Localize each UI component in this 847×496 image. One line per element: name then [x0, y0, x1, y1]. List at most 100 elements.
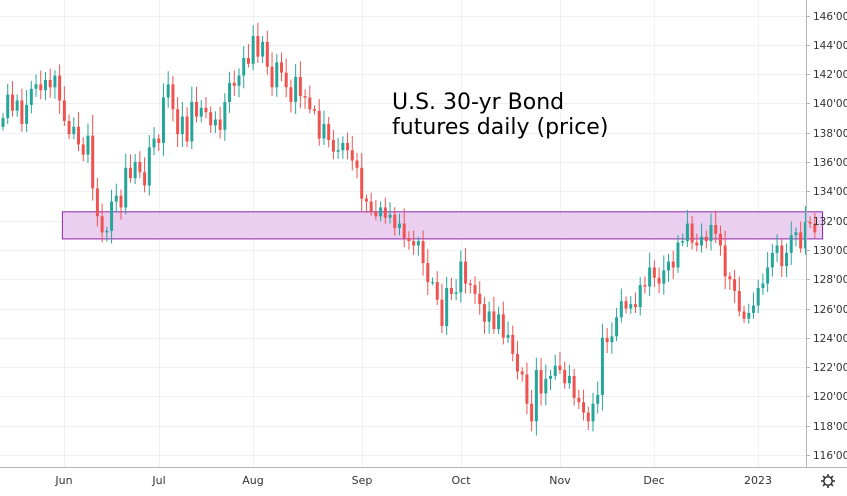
- candle-12: [58, 64, 62, 115]
- candle-73: [346, 132, 350, 160]
- candle-7: [34, 74, 38, 97]
- candle-16: [77, 112, 81, 152]
- candle-85: [402, 208, 406, 248]
- candle-130: [615, 307, 619, 342]
- candle-148: [700, 223, 704, 253]
- y-tick-label-15: 146'00: [813, 11, 847, 23]
- candle-82: [388, 202, 392, 224]
- candle-34: [161, 83, 165, 156]
- candle-89: [421, 230, 425, 276]
- candle-14: [67, 114, 71, 140]
- price-axis[interactable]: 116'00 118'00 120'00 122'00 124'00 126'00 128'…: [806, 11, 847, 462]
- candle-120: [567, 364, 571, 389]
- candle-69: [327, 116, 331, 148]
- candle-111: [525, 362, 529, 415]
- candle-131: [619, 288, 623, 323]
- candle-143: [676, 235, 680, 273]
- y-tick-label-9: 134'00: [813, 186, 847, 198]
- candle-55: [261, 36, 265, 63]
- candle-163: [770, 244, 774, 277]
- candle-25: [119, 189, 123, 220]
- candle-24: [114, 183, 118, 213]
- y-tick-label-0: 116'00: [813, 450, 847, 462]
- candle-11: [53, 70, 57, 99]
- candle-21: [100, 203, 104, 243]
- candle-136: [643, 276, 647, 294]
- candle-42: [199, 100, 203, 123]
- candle-139: [657, 267, 661, 294]
- candle-100: [473, 276, 477, 304]
- candle-127: [600, 323, 604, 411]
- y-tick-label-8: 132'00: [813, 216, 847, 228]
- candle-47: [223, 93, 227, 141]
- x-tick-label-1: Jul: [151, 474, 165, 487]
- candle-79: [374, 200, 378, 221]
- candle-27: [128, 154, 132, 183]
- candle-72: [341, 136, 345, 159]
- candle-140: [662, 255, 666, 295]
- candle-38: [180, 101, 184, 147]
- candle-60: [284, 58, 288, 98]
- candle-170: [803, 206, 807, 255]
- candle-104: [492, 296, 496, 334]
- candle-71: [336, 138, 340, 159]
- candle-102: [482, 296, 486, 334]
- candle-134: [633, 292, 637, 313]
- candle-22: [105, 226, 109, 242]
- support-resistance-zone: [61, 211, 824, 240]
- candle-122: [577, 389, 581, 410]
- candle-112: [530, 389, 534, 432]
- y-tick-label-7: 130'00: [813, 245, 847, 257]
- candle-35: [166, 71, 170, 108]
- candle-135: [638, 277, 642, 316]
- candle-87: [412, 230, 416, 255]
- candle-157: [742, 305, 746, 324]
- candle-116: [549, 369, 553, 391]
- candle-110: [520, 367, 524, 382]
- candle-128: [605, 327, 609, 354]
- y-tick-label-1: 118'00: [813, 421, 847, 433]
- candle-167: [789, 221, 793, 265]
- x-tick-label-3: Sep: [352, 474, 373, 487]
- candle-18: [86, 123, 90, 163]
- chart-title: U.S. 30-yr Bond futures daily (price): [392, 90, 608, 140]
- candle-33: [157, 134, 161, 152]
- candle-61: [289, 79, 293, 113]
- candle-169: [799, 221, 803, 253]
- candle-78: [369, 192, 373, 216]
- settings-gear-icon[interactable]: [821, 474, 835, 488]
- candle-50: [237, 68, 241, 98]
- candle-115: [544, 364, 548, 406]
- candle-95: [449, 277, 453, 301]
- candle-150: [709, 213, 713, 251]
- candle-118: [558, 351, 562, 375]
- candle-146: [690, 216, 694, 250]
- candle-123: [582, 389, 586, 421]
- candle-3: [15, 94, 19, 117]
- candle-98: [464, 248, 468, 294]
- candle-52: [246, 44, 250, 68]
- candle-70: [331, 129, 335, 160]
- candle-37: [176, 97, 180, 148]
- candle-149: [704, 230, 708, 249]
- candle-121: [572, 368, 576, 406]
- candle-144: [681, 233, 685, 247]
- candle-8: [39, 70, 43, 100]
- candle-13: [62, 86, 66, 126]
- candle-41: [195, 86, 199, 123]
- candle-81: [383, 197, 387, 224]
- chart-title-line-1: U.S. 30-yr Bond: [392, 90, 564, 115]
- candle-105: [497, 306, 501, 335]
- candle-9: [43, 71, 47, 101]
- time-axis[interactable]: Jun Jul Aug Sep Oct Nov Dec 2023: [54, 474, 772, 487]
- candle-154: [728, 272, 732, 290]
- candle-171: [808, 216, 812, 228]
- candle-97: [459, 250, 463, 303]
- candle-124: [586, 406, 590, 430]
- candlesticks: [1, 22, 817, 436]
- candle-84: [397, 213, 401, 236]
- candle-17: [81, 137, 85, 162]
- x-tick-label-5: Nov: [549, 474, 571, 487]
- candle-137: [648, 252, 652, 297]
- candle-5: [25, 89, 29, 133]
